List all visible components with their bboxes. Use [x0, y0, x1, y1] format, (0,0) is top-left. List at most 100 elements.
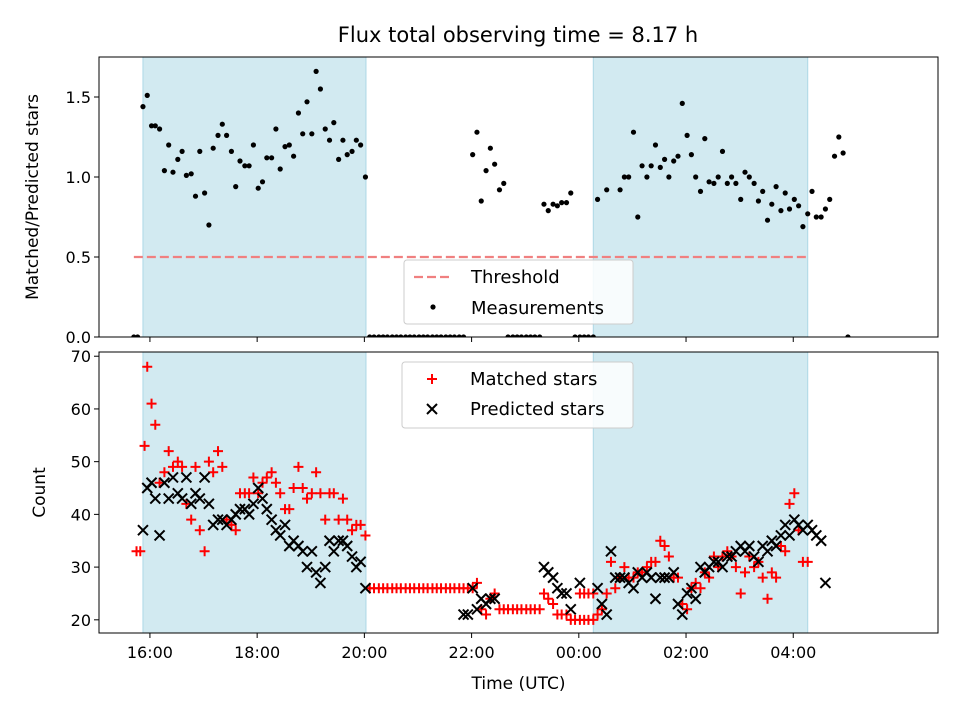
- matched-star-point: [342, 514, 353, 525]
- measurement-point: [371, 334, 377, 337]
- matched-star-point: [601, 588, 612, 599]
- y-tick-label: 1.0: [66, 168, 91, 187]
- matched-star-point: [311, 467, 322, 478]
- predicted-star-point: [471, 603, 483, 615]
- measurement-point: [447, 334, 453, 337]
- measurement-point: [228, 148, 235, 154]
- predicted-star-point: [466, 582, 479, 594]
- measurement-point: [326, 137, 333, 143]
- measurement-point: [250, 142, 256, 148]
- predicted-star-point: [654, 571, 667, 584]
- measurement-point: [161, 168, 168, 174]
- measurement-point: [179, 148, 185, 154]
- predicted-star-point: [555, 587, 568, 600]
- measurement-point: [197, 148, 203, 154]
- matched-star-point: [208, 467, 219, 478]
- measurement-point: [706, 179, 712, 185]
- matched-star-point: [288, 483, 299, 494]
- measurement-point: [501, 180, 507, 186]
- measurement-point: [796, 203, 802, 209]
- predicted-star-point: [708, 556, 720, 568]
- measurement-point: [282, 144, 288, 150]
- measurement-point: [264, 155, 270, 161]
- matched-star-point: [154, 477, 165, 488]
- predicted-star-point: [761, 545, 774, 557]
- measurement-point: [585, 334, 592, 337]
- measurement-point: [818, 214, 824, 220]
- matched-star-point: [730, 562, 741, 573]
- matched-star-point: [217, 461, 228, 472]
- predicted-star-point: [247, 498, 260, 510]
- measurement-point: [223, 132, 230, 138]
- measurement-point: [300, 131, 306, 137]
- measurement-point: [813, 214, 819, 220]
- predicted-star-point: [328, 545, 340, 557]
- measurement-point: [438, 334, 444, 337]
- predicted-star-point: [547, 571, 559, 584]
- measurement-point: [702, 136, 708, 142]
- measurement-point: [769, 201, 775, 207]
- measurement-point: [322, 126, 328, 132]
- predicted-star-point: [314, 577, 327, 589]
- measurement-point: [237, 158, 243, 164]
- measurement-point: [755, 198, 762, 204]
- measurement-point: [358, 142, 364, 148]
- matched-star-point: [142, 361, 153, 372]
- measurement-point: [688, 152, 694, 158]
- measurement-point: [666, 174, 672, 180]
- measurement-point: [336, 156, 342, 162]
- matched-star-point: [261, 472, 272, 483]
- matched-star-point: [596, 604, 607, 615]
- measurement-point: [800, 224, 806, 230]
- matched-star-point: [190, 461, 201, 472]
- measurement-point: [273, 126, 279, 132]
- measurement-point: [733, 180, 739, 186]
- measurement-point: [572, 334, 578, 337]
- matched-star-point: [328, 488, 339, 499]
- measurement-point: [527, 334, 534, 337]
- measurement-point: [791, 196, 797, 202]
- measurement-point: [259, 179, 266, 185]
- matched-star-point: [306, 488, 317, 499]
- measurement-point: [719, 148, 726, 154]
- matched-star-point: [172, 456, 183, 467]
- measurement-point: [550, 201, 556, 207]
- predicted-star-point: [685, 582, 698, 594]
- predicted-star-point: [627, 582, 640, 594]
- y-tick-label: 60: [71, 400, 91, 419]
- predicted-star-point: [815, 535, 827, 547]
- matched-star-point: [135, 546, 146, 557]
- measurement-point: [827, 196, 833, 202]
- measurement-point: [679, 100, 685, 106]
- matched-star-point: [682, 604, 693, 615]
- matched-star-point: [194, 525, 205, 536]
- chart-title: Flux total observing time = 8.17 h: [338, 23, 698, 47]
- measurement-point: [514, 334, 520, 337]
- measurement-point: [724, 180, 730, 186]
- matched-star-point: [199, 546, 210, 557]
- measurement-point: [786, 206, 793, 212]
- matched-star-point: [766, 567, 777, 578]
- predicted-star-point: [176, 492, 188, 505]
- measurement-point: [215, 132, 221, 138]
- predicted-star-point: [783, 529, 796, 542]
- matched-star-point: [650, 556, 661, 567]
- measurement-point: [393, 334, 400, 337]
- measurement-point: [729, 174, 735, 180]
- predicted-star-point: [775, 529, 787, 542]
- measurement-point: [460, 334, 467, 337]
- matched-star-point: [139, 440, 150, 451]
- matched-star-point: [355, 519, 366, 530]
- measurement-point: [840, 150, 846, 156]
- measurement-point: [376, 334, 382, 337]
- measurement-point: [148, 123, 155, 129]
- predicted-star-point: [600, 608, 613, 621]
- measurement-point: [510, 334, 516, 337]
- predicted-star-point: [198, 471, 211, 484]
- measurement-point: [192, 193, 199, 199]
- predicted-star-point: [667, 566, 680, 579]
- measurement-point: [255, 185, 261, 191]
- matched-star-point: [293, 461, 304, 472]
- measurement-point: [738, 196, 744, 202]
